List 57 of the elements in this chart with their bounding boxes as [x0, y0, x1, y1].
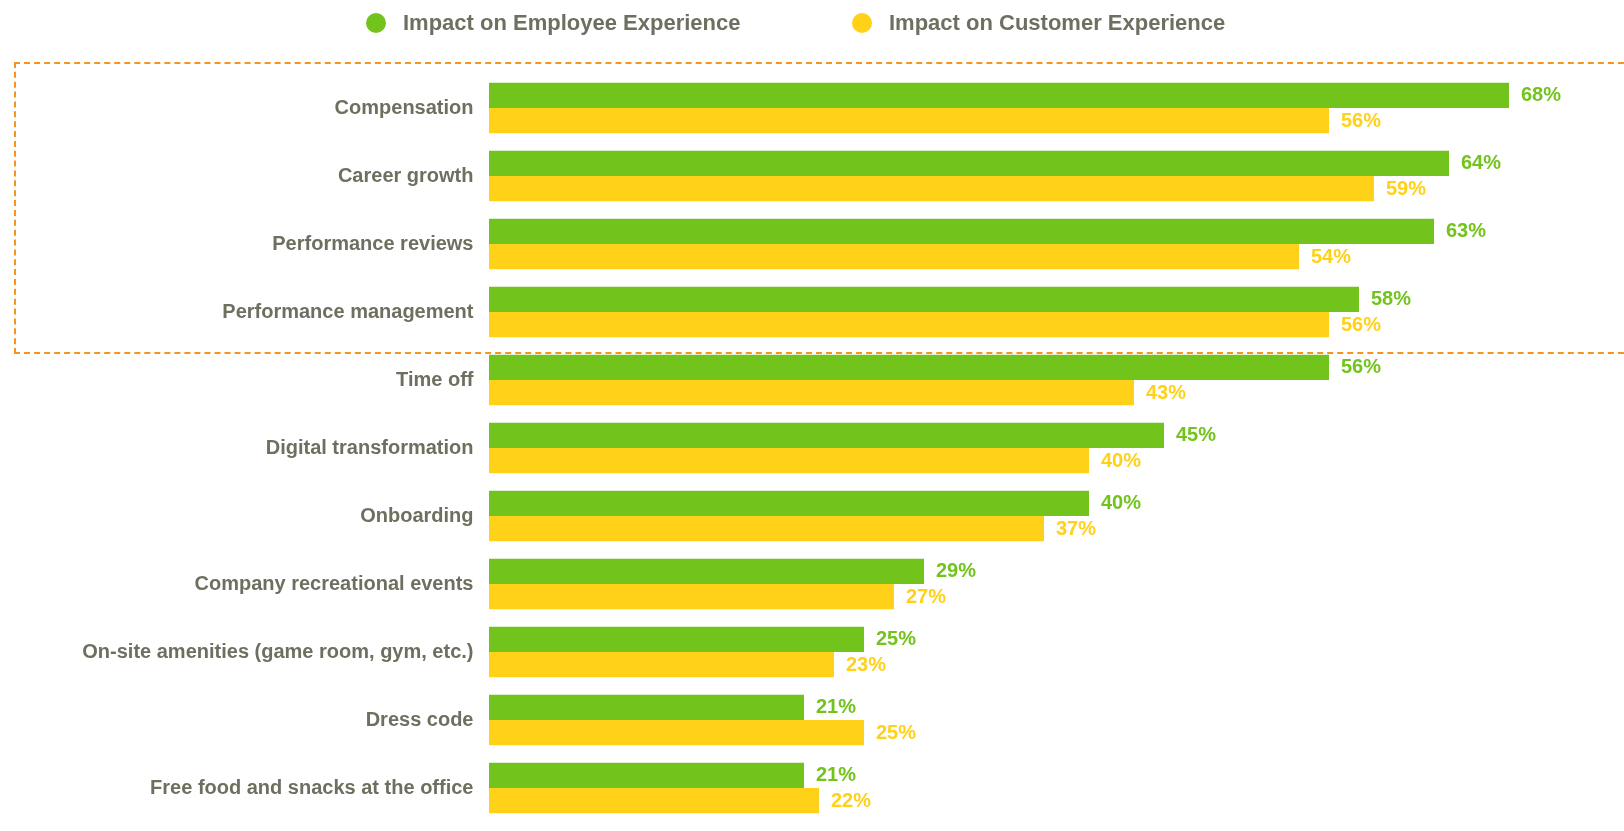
y-tick-label: Free food and snacks at the office [150, 776, 474, 798]
bar [489, 720, 864, 746]
bar [489, 244, 1299, 270]
bar [489, 286, 1359, 312]
data-label: 40% [1101, 448, 1142, 471]
data-label: 21% [816, 763, 857, 786]
data-label: 63% [1446, 219, 1487, 242]
y-tick-label: Career growth [337, 164, 474, 186]
data-label: 25% [876, 627, 917, 650]
data-label: 29% [936, 559, 977, 582]
data-label: 56% [1341, 312, 1382, 335]
data-label: 40% [1101, 491, 1142, 514]
bar [489, 176, 1374, 202]
bar [489, 490, 1089, 516]
data-label: 56% [1341, 355, 1382, 378]
y-tick-label: Dress code [365, 708, 474, 730]
y-tick-label: Onboarding [360, 504, 474, 526]
legend-label: Impact on Employee Experience [403, 10, 741, 35]
data-label: 37% [1056, 516, 1097, 539]
data-label: 25% [876, 720, 917, 743]
bar [489, 312, 1329, 338]
y-tick-label: Digital transformation [265, 436, 474, 458]
data-label: 64% [1461, 151, 1502, 174]
y-tick-label: Company recreational events [194, 572, 474, 594]
bar [489, 82, 1509, 108]
data-label: 43% [1146, 380, 1187, 403]
bar [489, 558, 924, 584]
bar [489, 694, 804, 720]
data-label: 68% [1521, 83, 1562, 106]
bar [489, 354, 1329, 380]
bar [489, 584, 894, 610]
bar [489, 422, 1164, 448]
y-tick-label: Compensation [334, 96, 474, 118]
y-tick-label: Time off [396, 368, 474, 390]
data-label: 22% [831, 788, 872, 811]
data-label: 27% [906, 584, 947, 607]
bar [489, 218, 1434, 244]
bar [489, 652, 834, 678]
bar [489, 150, 1449, 176]
bar [489, 380, 1134, 406]
data-label: 23% [846, 652, 887, 675]
y-tick-label: On-site amenities (game room, gym, etc.) [82, 640, 474, 662]
data-label: 54% [1311, 244, 1352, 267]
bar [489, 762, 804, 788]
data-label: 45% [1176, 423, 1217, 446]
data-label: 59% [1386, 176, 1427, 199]
y-tick-label: Performance reviews [272, 232, 474, 254]
bar [489, 516, 1044, 542]
y-tick-label: Performance management [222, 300, 474, 322]
bar [489, 626, 864, 652]
bar [489, 448, 1089, 474]
legend-label: Impact on Customer Experience [889, 10, 1226, 35]
data-label: 21% [816, 695, 857, 718]
data-label: 58% [1371, 287, 1412, 310]
bar [489, 788, 819, 814]
bar [489, 108, 1329, 134]
data-label: 56% [1341, 108, 1382, 131]
